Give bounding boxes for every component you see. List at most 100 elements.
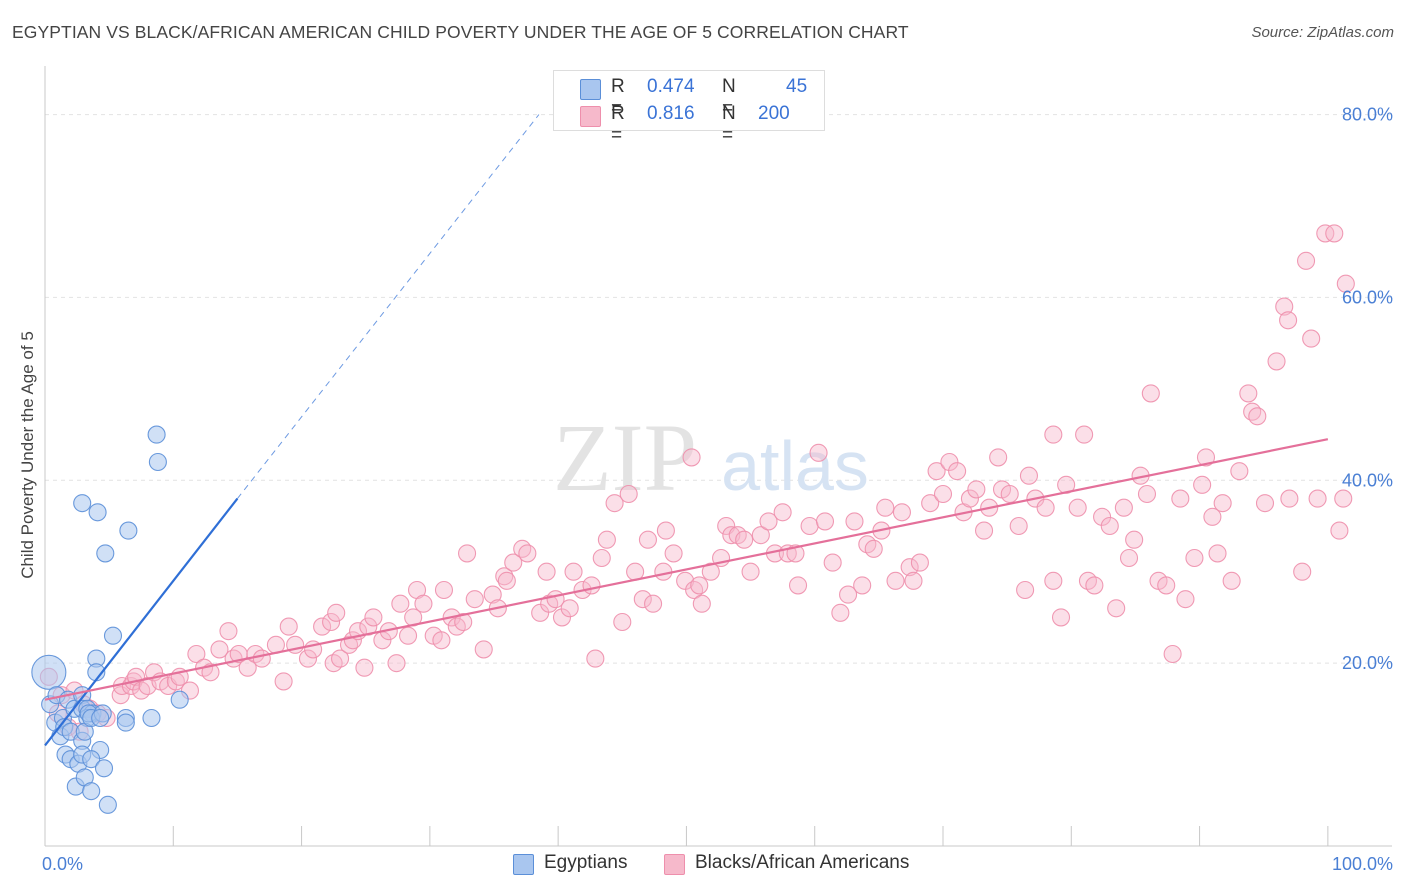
watermark-atlas: atlas bbox=[721, 427, 869, 505]
black-african-american-point bbox=[960, 489, 979, 508]
egyptian-point bbox=[82, 782, 101, 801]
legend-n-label: N = bbox=[722, 103, 736, 146]
legend-swatch-blue bbox=[580, 79, 601, 100]
egyptian-point bbox=[98, 795, 117, 814]
chart-title: EGYPTIAN VS BLACK/AFRICAN AMERICAN CHILD… bbox=[12, 22, 909, 42]
egyptian-point bbox=[82, 750, 101, 769]
black-african-american-point bbox=[654, 562, 673, 581]
legend-n-value: 200 bbox=[758, 103, 790, 124]
legend-r-label: R = bbox=[611, 76, 625, 119]
black-african-american-point bbox=[504, 553, 523, 572]
black-african-american-point bbox=[1051, 608, 1071, 627]
black-african-american-point bbox=[751, 526, 770, 545]
black-african-american-point bbox=[1163, 644, 1182, 664]
black-african-american-point bbox=[552, 608, 572, 627]
gridlines bbox=[45, 114, 1392, 664]
black-african-american-point bbox=[1009, 516, 1028, 536]
black-african-american-point bbox=[398, 626, 418, 645]
black-african-american-point bbox=[800, 516, 819, 536]
black-african-american-point bbox=[638, 530, 657, 549]
black-african-american-point bbox=[219, 622, 238, 641]
black-african-american-point bbox=[483, 585, 502, 604]
black-african-american-point bbox=[1296, 251, 1316, 270]
black-african-american-point bbox=[111, 686, 130, 705]
black-african-american-point bbox=[210, 640, 229, 659]
black-african-american-point bbox=[728, 526, 747, 545]
legend-r-value: 0.816 bbox=[647, 103, 695, 124]
black-african-american-point bbox=[132, 681, 151, 700]
black-african-american-point bbox=[864, 539, 883, 558]
black-african-american-point bbox=[853, 576, 872, 595]
black-african-american-point bbox=[458, 544, 477, 563]
y-tick-label: 60.0% bbox=[1342, 287, 1393, 307]
black-african-american-point bbox=[1193, 475, 1212, 494]
black-african-american-point bbox=[1137, 484, 1157, 504]
black-african-american-point bbox=[741, 562, 760, 581]
bottom-legend-swatch-blue bbox=[513, 854, 534, 875]
y-tick-label: 40.0% bbox=[1342, 470, 1393, 490]
black-african-american-point bbox=[773, 503, 792, 522]
black-african-american-point bbox=[858, 535, 877, 554]
black-african-american-point bbox=[252, 649, 271, 668]
black-african-american-point bbox=[454, 612, 473, 632]
black-african-american-point bbox=[518, 544, 537, 563]
black-african-american-point bbox=[1203, 507, 1222, 526]
black-trendline bbox=[44, 438, 1329, 701]
black-african-american-point bbox=[656, 521, 675, 540]
black-african-american-point bbox=[613, 612, 632, 632]
black-african-american-point bbox=[1068, 498, 1087, 517]
tick-labels: 20.0% 40.0% 60.0% 80.0% 0.0% 100.0% bbox=[42, 105, 1393, 874]
black-african-american-point bbox=[1100, 516, 1119, 536]
black-african-american-point bbox=[1196, 448, 1216, 467]
black-african-american-point bbox=[274, 672, 293, 691]
legend-n-value: 45 bbox=[786, 76, 808, 97]
black-african-american-point bbox=[948, 462, 967, 481]
egyptian-point bbox=[88, 503, 107, 522]
black-african-american-point bbox=[560, 599, 579, 618]
bottom-legend-label: Blacks/African Americans bbox=[695, 852, 910, 873]
black-african-american-point bbox=[364, 608, 383, 627]
legend-n-label: N = bbox=[722, 76, 736, 119]
black-african-american-point bbox=[904, 571, 923, 590]
bottom-legend-swatch-pink bbox=[664, 854, 685, 875]
black-african-american-point bbox=[839, 585, 858, 604]
egyptian-trendline-extension bbox=[237, 114, 540, 499]
black-african-american-point bbox=[788, 576, 808, 595]
black-african-american-point bbox=[1119, 548, 1139, 568]
black-african-american-point bbox=[434, 580, 454, 600]
black-african-american-point bbox=[331, 649, 350, 668]
black-african-american-point bbox=[886, 571, 905, 590]
black-african-american-point bbox=[1279, 311, 1298, 330]
black-african-american-point bbox=[989, 448, 1008, 467]
black-african-american-point bbox=[1044, 571, 1063, 590]
black-african-american-point bbox=[298, 649, 318, 668]
black-african-american-point bbox=[540, 594, 559, 613]
egyptian-trendline bbox=[44, 497, 239, 747]
black-african-american-point bbox=[1230, 462, 1249, 481]
egyptian-point bbox=[103, 626, 123, 645]
black-african-american-point bbox=[1222, 571, 1241, 590]
black-african-american-point bbox=[900, 558, 919, 577]
black-african-american-point bbox=[1330, 521, 1349, 540]
black-african-american-point bbox=[187, 644, 206, 664]
black-african-american-point bbox=[701, 562, 720, 581]
black-african-american-point bbox=[1114, 498, 1133, 517]
black-african-american-point bbox=[921, 494, 940, 513]
egyptian-point bbox=[147, 425, 166, 444]
black-african-american-point bbox=[474, 640, 493, 659]
egyptian-point bbox=[73, 494, 92, 513]
black-african-american-point bbox=[845, 512, 864, 531]
black-african-american-point bbox=[815, 512, 835, 531]
black-african-american-point bbox=[809, 443, 828, 462]
black-african-american-point bbox=[1000, 484, 1019, 504]
black-african-american-point bbox=[1176, 590, 1195, 609]
legend-r-label: R = bbox=[611, 103, 625, 146]
axes bbox=[44, 66, 1392, 847]
egyptian-point bbox=[170, 690, 189, 709]
black-african-american-point bbox=[1213, 494, 1232, 513]
egyptian-point bbox=[116, 713, 135, 732]
black-african-american-point bbox=[940, 452, 959, 472]
black-african-american-point bbox=[324, 654, 343, 673]
black-african-american-point bbox=[1334, 489, 1353, 508]
